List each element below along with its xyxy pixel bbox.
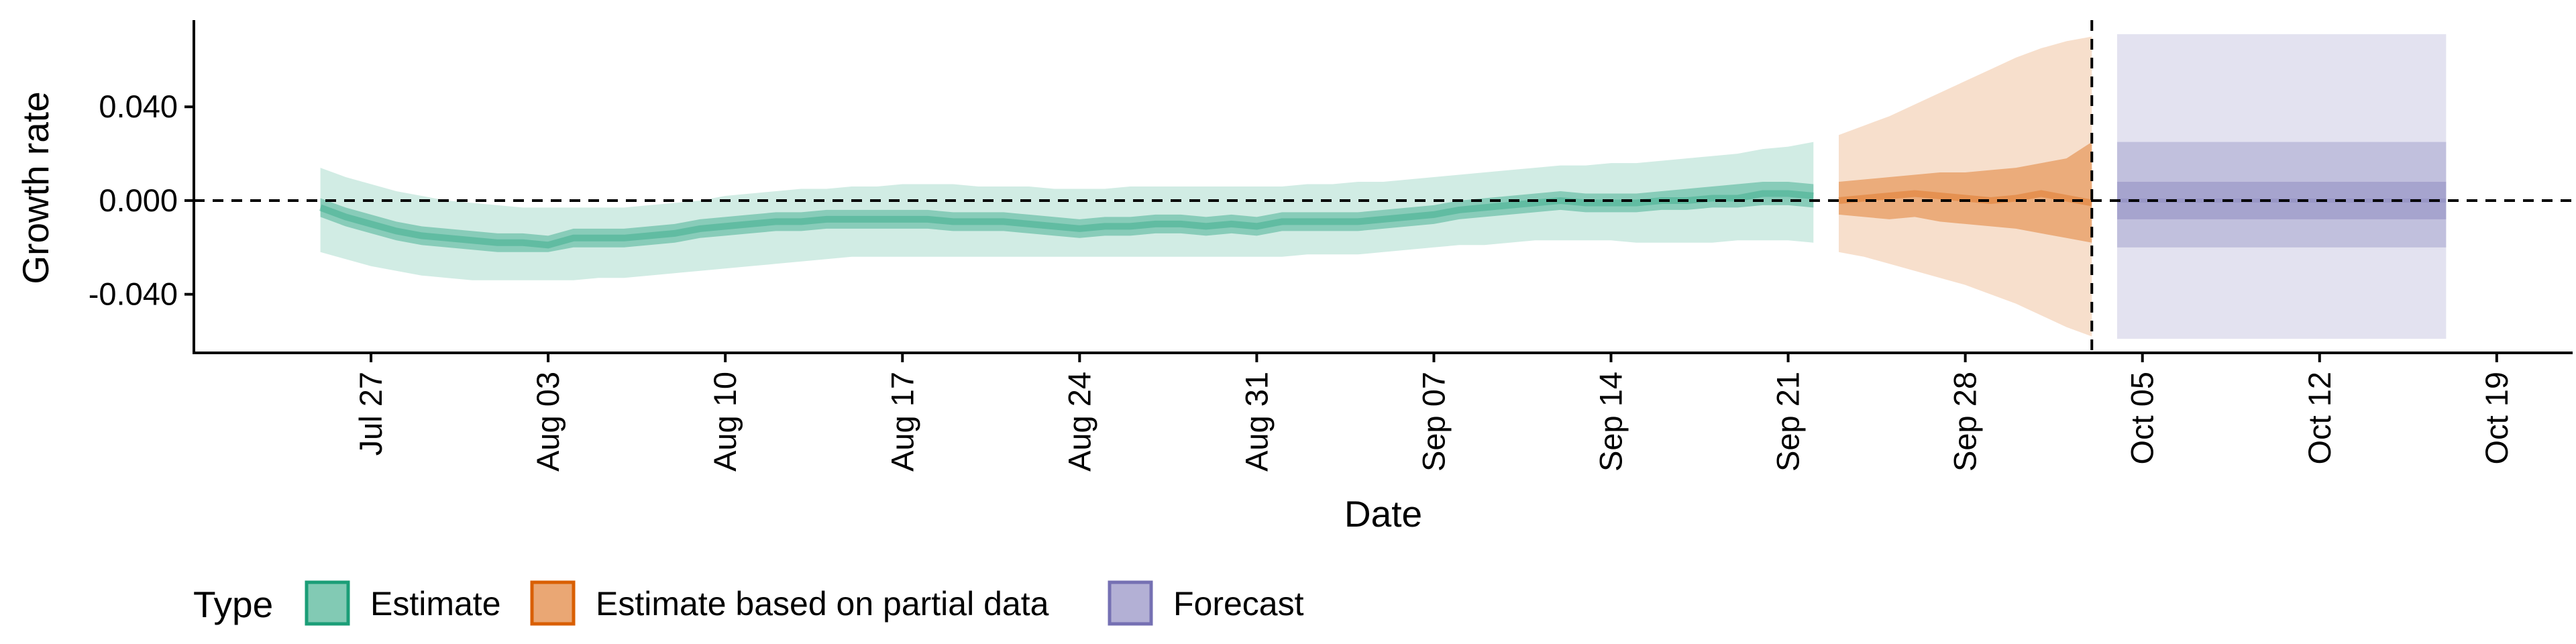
legend-key-estimate — [305, 580, 350, 626]
y-tick-label: 0.040 — [99, 89, 178, 124]
x-tick-label: Aug 03 — [530, 372, 566, 472]
legend-title: Type — [193, 584, 273, 625]
x-tick-label: Oct 19 — [2479, 372, 2514, 464]
series-bands — [319, 34, 2447, 339]
estimate-band-50 — [320, 182, 1814, 252]
legend-key-forecast — [1108, 580, 1153, 626]
x-tick-label: Oct 05 — [2125, 372, 2160, 464]
x-tick-label: Sep 28 — [1947, 372, 1983, 472]
legend-label-estimate: Estimate — [370, 585, 501, 623]
estimate-median-line — [319, 190, 1814, 249]
forecast-band-90 — [2116, 142, 2447, 248]
x-tick-label: Aug 17 — [884, 372, 920, 472]
y-tick-label: -0.040 — [89, 276, 178, 312]
x-axis-title: Date — [1344, 493, 1422, 535]
estimate-based-on-partial-data-band-90 — [1839, 36, 2092, 337]
x-tick-label: Oct 12 — [2302, 372, 2337, 464]
forecast-band-outer — [2116, 34, 2447, 339]
legend: Type Estimate Estimate based on partial d… — [193, 580, 1304, 626]
estimate-based-on-partial-data-band-50 — [1839, 142, 2092, 243]
reference-lines — [194, 20, 2573, 353]
x-tick-label: Jul 27 — [353, 372, 388, 455]
legend-label-forecast: Forecast — [1173, 585, 1304, 623]
y-ticks: -0.040 0.000 0.040 — [89, 89, 194, 312]
axes — [193, 20, 2573, 354]
x-tick-label: Sep 14 — [1593, 372, 1629, 472]
x-ticks: Jul 27 Aug 03 Aug 10 Aug 17 Aug 24 Aug 31 Sep … — [353, 353, 2514, 472]
series-forecast — [2116, 34, 2447, 339]
x-tick-label: Sep 21 — [1770, 372, 1806, 472]
x-tick-label: Aug 31 — [1238, 372, 1274, 472]
estimate-band-90 — [320, 142, 1814, 280]
legend-key-estimate-based-on-partial-data — [530, 580, 576, 626]
x-tick-label: Aug 10 — [707, 372, 743, 472]
estimate-based-on-partial-data-median-line — [1838, 190, 2093, 207]
series-estimate — [319, 142, 1814, 280]
y-tick-label: 0.000 — [99, 182, 178, 218]
legend-label-estimate-based-on-partial-data: Estimate based on partial data — [596, 585, 1049, 623]
x-tick-label: Sep 07 — [1415, 372, 1451, 472]
series-estimate-based-on-partial-data — [1838, 36, 2093, 337]
x-tick-label: Aug 24 — [1061, 372, 1097, 472]
y-axis-title: Growth rate — [15, 91, 56, 284]
